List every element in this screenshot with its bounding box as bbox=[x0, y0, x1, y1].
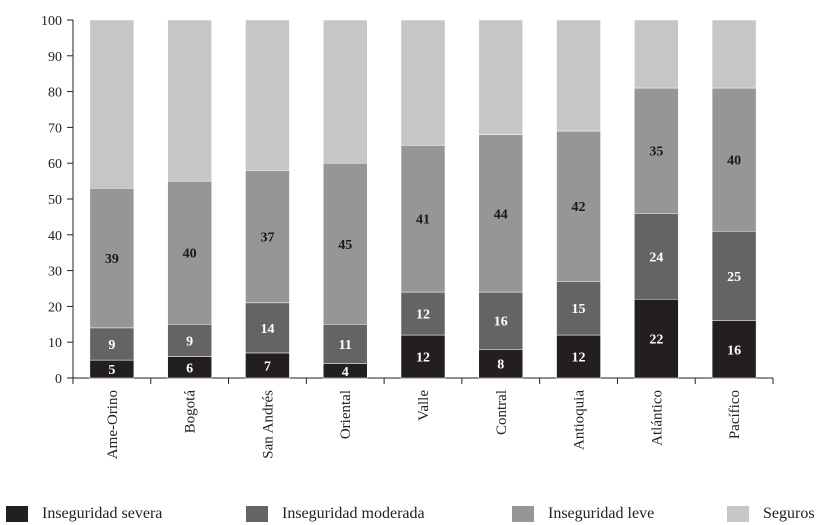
bar-segment-inseguridad-leve bbox=[322, 162, 368, 325]
legend-item-leve: Inseguridad leve bbox=[512, 505, 654, 523]
x-category-label: Contral bbox=[494, 390, 510, 435]
bar-segment-inseguridad-severa bbox=[478, 349, 524, 379]
y-tick-label: 90 bbox=[48, 50, 62, 65]
y-tick-label: 40 bbox=[48, 229, 62, 244]
y-tick-label: 10 bbox=[48, 336, 62, 351]
bar-segment-seguros bbox=[322, 19, 368, 164]
bar-segment-inseguridad-moderada bbox=[556, 281, 601, 336]
y-tick-label: 80 bbox=[48, 86, 62, 101]
data-label: 22 bbox=[649, 333, 663, 348]
data-label: 16 bbox=[727, 343, 741, 358]
data-label: 12 bbox=[416, 351, 430, 366]
bar-segment-inseguridad-severa bbox=[400, 334, 446, 379]
x-category-label: Ame-Orino bbox=[105, 390, 121, 459]
data-label: 44 bbox=[494, 207, 508, 222]
data-label: 9 bbox=[108, 338, 115, 353]
legend-swatch-severa bbox=[6, 506, 28, 522]
bar-segment-inseguridad-leve bbox=[167, 180, 212, 325]
bar-segment-inseguridad-severa bbox=[711, 320, 757, 379]
data-label: 24 bbox=[649, 250, 663, 265]
data-label: 14 bbox=[260, 322, 274, 337]
bar-segment-seguros bbox=[634, 19, 679, 89]
plot-area: 0 10 20 30 40 50 60 70 80 90 100 5 9 39 Ame-Orino 6 9 40 B… bbox=[41, 14, 774, 459]
data-label: 5 bbox=[108, 363, 115, 378]
legend-label-moderada: Inseguridad moderada bbox=[282, 505, 425, 522]
data-label: 12 bbox=[572, 351, 586, 366]
data-label: 39 bbox=[105, 252, 119, 267]
bar-segment-seguros bbox=[711, 19, 757, 89]
y-tick-label: 70 bbox=[48, 121, 62, 136]
x-category-label: Atlántico bbox=[649, 390, 665, 446]
bar-segment-seguros bbox=[89, 19, 135, 189]
bar-segment-inseguridad-severa bbox=[634, 298, 679, 379]
legend-label-severa: Inseguridad severa bbox=[42, 505, 163, 522]
bar-segment-seguros bbox=[400, 19, 446, 146]
y-tick-label: 20 bbox=[48, 300, 62, 315]
data-label: 8 bbox=[497, 358, 504, 373]
legend-item-moderada: Inseguridad moderada bbox=[246, 505, 425, 523]
x-category-label: Pacífico bbox=[727, 390, 743, 439]
y-tick-label: 50 bbox=[48, 193, 62, 208]
bar-segment-inseguridad-leve bbox=[711, 87, 757, 232]
x-category-label: Oriental bbox=[338, 390, 354, 439]
bar-segment-inseguridad-leve bbox=[245, 170, 290, 304]
data-label: 42 bbox=[572, 200, 586, 215]
bar-segment-inseguridad-moderada bbox=[400, 291, 446, 336]
data-label: 45 bbox=[338, 238, 352, 253]
bar-segment-inseguridad-leve bbox=[634, 87, 679, 214]
bar-segment-inseguridad-severa bbox=[245, 352, 290, 379]
bar-segment-inseguridad-moderada bbox=[245, 302, 290, 354]
bar-segment-inseguridad-moderada bbox=[634, 213, 679, 300]
data-label: 25 bbox=[727, 270, 741, 285]
x-category-label: Bogotá bbox=[183, 390, 199, 434]
legend: Inseguridad severa Inseguridad moderada … bbox=[0, 503, 823, 525]
legend-item-seguros: Seguros bbox=[727, 505, 815, 523]
legend-label-leve: Inseguridad leve bbox=[548, 505, 655, 522]
y-tick-label: 0 bbox=[55, 372, 62, 387]
bar-segment-inseguridad-moderada bbox=[711, 230, 757, 321]
bar-segment-seguros bbox=[245, 19, 290, 171]
bar-segment-inseguridad-leve bbox=[478, 134, 524, 293]
data-label: 40 bbox=[727, 154, 741, 169]
data-label: 12 bbox=[416, 308, 430, 323]
data-label: 4 bbox=[342, 365, 349, 380]
data-label: 9 bbox=[186, 334, 193, 349]
bar-segment-inseguridad-moderada bbox=[167, 324, 212, 357]
bar-segment-inseguridad-moderada bbox=[322, 324, 368, 364]
bar-segment-inseguridad-severa bbox=[556, 334, 601, 379]
data-label: 11 bbox=[339, 338, 352, 353]
bar-segment-seguros bbox=[556, 19, 601, 132]
y-tick-label: 60 bbox=[48, 157, 62, 172]
data-label: 41 bbox=[416, 213, 430, 228]
bar-segment-seguros bbox=[478, 19, 524, 135]
data-label: 37 bbox=[260, 231, 274, 246]
y-tick-label: 100 bbox=[41, 14, 62, 29]
legend-item-severa: Inseguridad severa bbox=[6, 505, 162, 523]
x-category-label: San Andrés bbox=[260, 390, 276, 459]
x-category-label: Valle bbox=[416, 390, 432, 421]
data-label: 6 bbox=[186, 361, 193, 376]
data-label: 40 bbox=[183, 247, 197, 262]
data-label: 7 bbox=[264, 359, 271, 374]
legend-swatch-moderada bbox=[246, 506, 268, 522]
stacked-bar-chart: 0 10 20 30 40 50 60 70 80 90 100 5 9 39 Ame-Orino 6 9 40 B… bbox=[41, 14, 774, 459]
bar-segment-inseguridad-moderada bbox=[89, 327, 135, 361]
legend-swatch-seguros bbox=[727, 506, 749, 522]
data-label: 15 bbox=[572, 302, 586, 317]
bar-segment-inseguridad-leve bbox=[89, 188, 135, 329]
legend-label-seguros: Seguros bbox=[763, 505, 815, 522]
x-category-label: Antioquia bbox=[572, 390, 588, 450]
legend-swatch-leve bbox=[512, 506, 534, 522]
bar-segment-seguros bbox=[167, 19, 212, 182]
data-label: 35 bbox=[649, 145, 663, 160]
y-tick-label: 30 bbox=[48, 265, 62, 280]
data-label: 16 bbox=[494, 315, 508, 330]
bar-segment-inseguridad-moderada bbox=[478, 291, 524, 350]
